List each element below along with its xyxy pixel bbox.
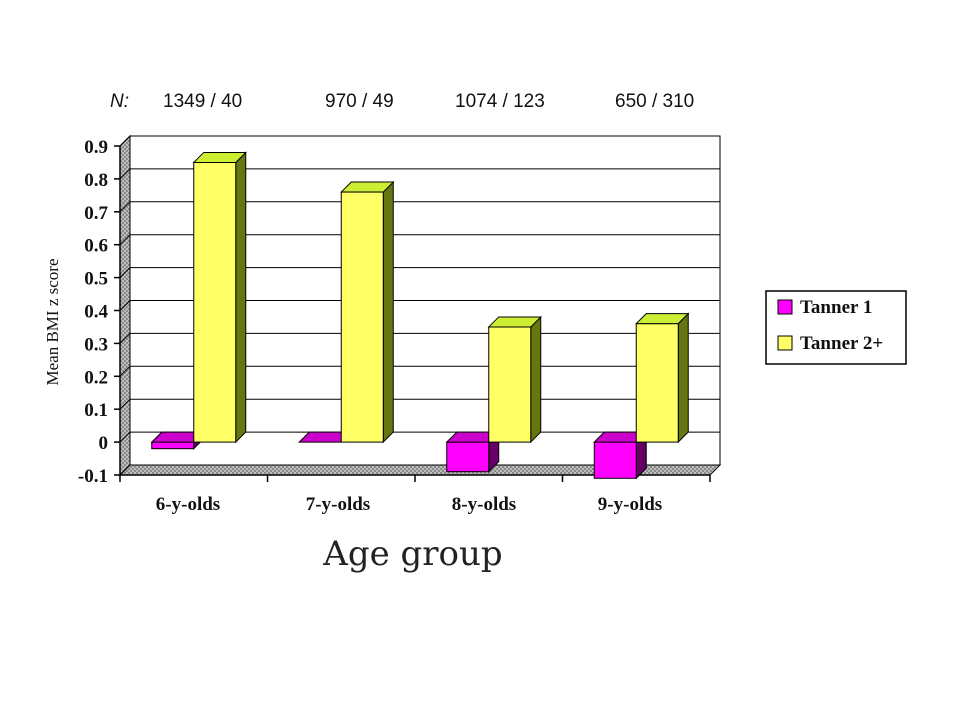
bar-front-face [593,441,637,479]
gridline-depth [119,300,131,311]
category-label-6y: 6-y-olds [156,494,220,515]
legend-label-tanner-2plus: Tanner 2+ [800,333,883,354]
n-value-6y: 1349 / 40 [163,91,242,112]
y-tick-label: -0.1 [78,466,108,487]
y-tick-labels: 0.9 0.8 0.7 0.6 0.5 0.4 0.3 0.2 0.1 0 -0.1 [78,137,109,487]
x-axis-title: Age group [322,534,502,574]
bar-side-face [235,151,247,444]
gridline-depth [119,135,131,147]
legend-label-tanner-1: Tanner 1 [800,297,872,318]
y-tick-label: 0.6 [84,236,108,257]
bars [150,151,690,480]
bar-top-face [635,313,690,325]
y-tick-label: 0.8 [84,170,108,191]
y-tick-label: 0.5 [84,269,108,290]
bar-top-face [487,316,542,328]
y-tick-label: 0.2 [84,367,108,388]
gridline-depth [119,365,131,377]
y-axis-title: Mean BMI z score [43,259,62,386]
gridline-depth [119,267,131,278]
n-label: N: [110,91,129,112]
legend: Tanner 1 Tanner 2+ [765,290,907,365]
bar-side-face [677,312,689,444]
gridline-depth [119,431,131,443]
bar-tanner-1-9-y-olds [593,430,648,480]
y-tick-label: 0 [99,433,109,454]
n-value-8y: 1074 / 123 [455,91,545,112]
legend-swatch-tanner-1 [777,299,793,315]
gridline-depth [119,333,131,344]
bar-front-face [151,441,195,450]
y-tick-label: 0.7 [84,203,108,224]
sample-size-row: N: 1349 / 40 970 / 49 1074 / 123 650 / 3… [110,91,694,112]
category-label-7y: 7-y-olds [306,494,370,515]
bar-front-face [446,441,490,473]
bar-tanner-2plus-7-y-olds [340,180,395,444]
bar-tanner-2plus-8-y-olds [487,315,542,444]
gridline-depth [119,201,131,213]
gridline-depth [119,464,131,476]
category-label-9y: 9-y-olds [598,494,662,515]
gridline-depth [119,398,131,410]
bar-front-face [635,323,679,443]
bar-top-face [192,151,247,163]
bar-front-face [193,161,237,443]
bar-top-face [340,181,395,193]
legend-swatch-tanner-2plus [777,335,793,351]
bar-tanner-2plus-6-y-olds [192,151,247,444]
y-tick-label: 0.9 [84,137,108,158]
gridline-depth [119,234,131,246]
y-tick-label: 0.4 [84,302,108,323]
bar-side-face [530,315,542,444]
n-value-9y: 650 / 310 [615,91,694,112]
y-tick-label: 0.3 [84,334,108,355]
n-value-7y: 970 / 49 [325,91,394,112]
bar-front-face [340,191,384,443]
bar-side-face [382,180,394,444]
gridline-depth [119,168,131,180]
y-tick-label: 0.1 [84,400,108,421]
category-label-8y: 8-y-olds [452,494,516,515]
bar-front-face [488,326,532,443]
category-labels: 6-y-olds 7-y-olds 8-y-olds 9-y-olds [156,494,662,515]
bar-tanner-2plus-9-y-olds [635,312,690,444]
bar-tanner-1-8-y-olds [445,430,500,473]
